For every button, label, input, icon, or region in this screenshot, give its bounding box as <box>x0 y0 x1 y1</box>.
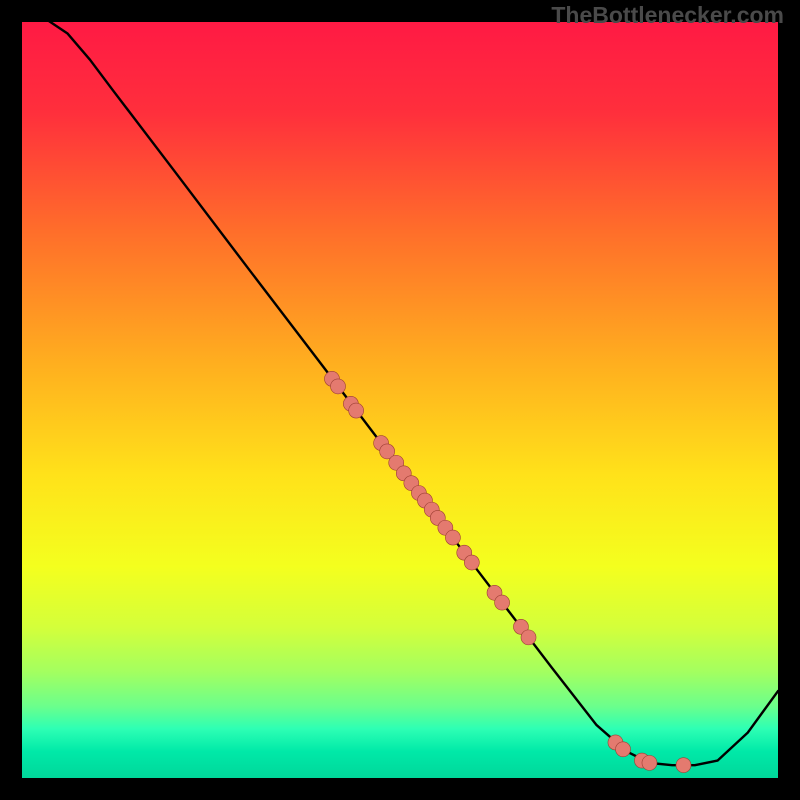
plot-area <box>22 22 778 778</box>
data-point <box>676 758 691 773</box>
data-point <box>495 595 510 610</box>
bottleneck-curve <box>22 22 778 765</box>
data-point <box>521 630 536 645</box>
data-point <box>616 742 631 757</box>
data-point <box>642 755 657 770</box>
data-point <box>349 403 364 418</box>
curve-svg <box>22 22 778 778</box>
data-point <box>331 379 346 394</box>
data-point <box>464 555 479 570</box>
watermark-text: TheBottlenecker.com <box>551 2 784 29</box>
data-point <box>445 530 460 545</box>
